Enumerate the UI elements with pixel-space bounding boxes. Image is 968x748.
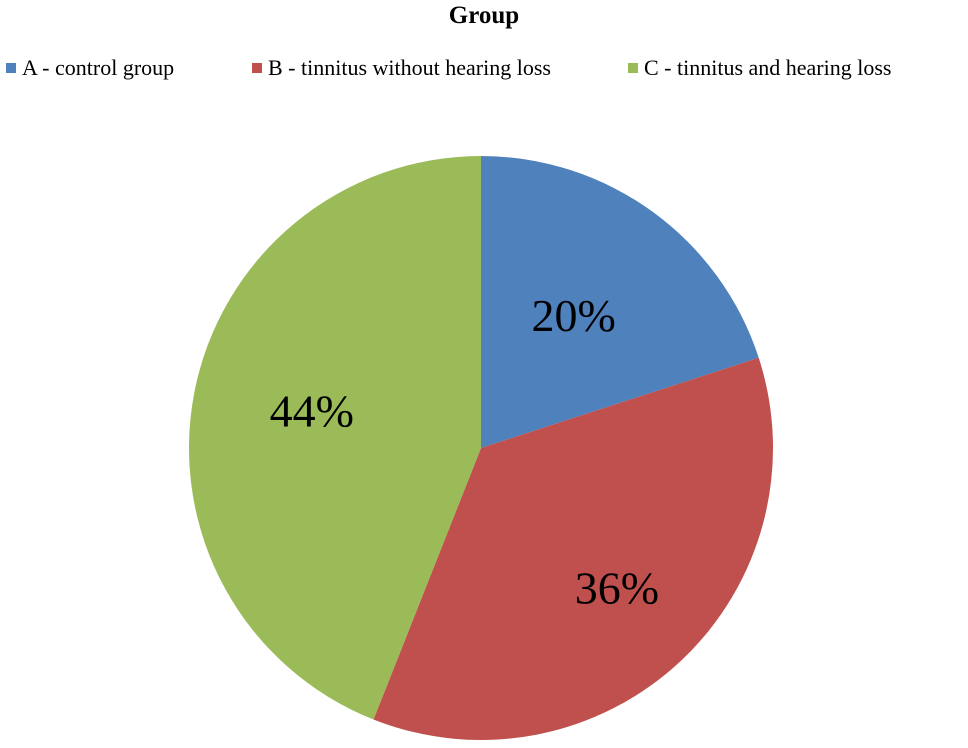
legend-swatch-b xyxy=(252,63,262,73)
legend-item-c: C - tinnitus and hearing loss xyxy=(628,55,891,81)
legend-label-a: A - control group xyxy=(22,55,175,80)
legend-item-a: A - control group xyxy=(6,55,174,81)
chart-title: Group xyxy=(448,2,520,29)
legend: A - control group B - tinnitus without h… xyxy=(6,55,966,85)
pie-slice-a xyxy=(481,156,759,448)
pie-label-c: 44% xyxy=(270,385,354,436)
pie-slice-b xyxy=(373,357,773,740)
legend-swatch-c xyxy=(628,63,638,73)
legend-label-c: C - tinnitus and hearing loss xyxy=(644,55,892,80)
legend-label-b: B - tinnitus without hearing loss xyxy=(268,55,551,80)
legend-swatch-a xyxy=(6,63,16,73)
legend-item-b: B - tinnitus without hearing loss xyxy=(252,55,551,81)
pie-label-b: 36% xyxy=(575,562,659,613)
pie-label-a: 20% xyxy=(532,290,616,341)
pie-slice-c xyxy=(188,155,482,720)
